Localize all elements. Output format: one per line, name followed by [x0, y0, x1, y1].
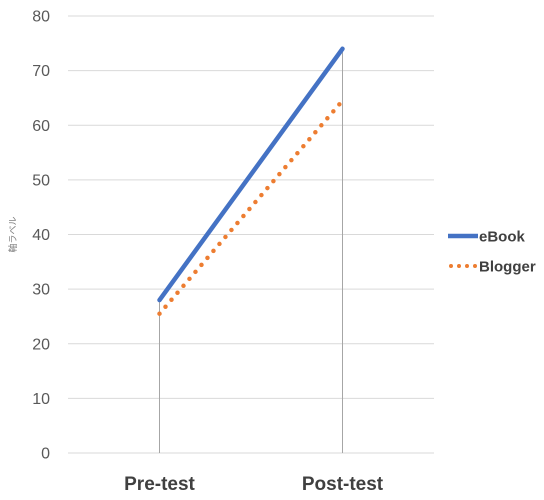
x-tick-label: Post-test [302, 474, 384, 495]
y-tick-label: 20 [32, 336, 50, 353]
y-tick-label: 0 [41, 446, 50, 463]
x-axis-ticks: Pre-test Post-test [124, 474, 384, 495]
y-tick-label: 10 [32, 391, 50, 408]
series-line-blogger [157, 98, 345, 316]
series-lines [157, 46, 345, 316]
y-tick-label: 40 [32, 227, 50, 244]
gridlines [68, 15, 434, 454]
series-line-ebook [157, 46, 345, 303]
y-axis-ticks: 0 10 20 30 40 50 60 70 80 [32, 9, 50, 463]
y-tick-label: 50 [32, 172, 50, 189]
y-axis-title: 軸ラベル [7, 216, 18, 252]
legend-label: eBook [479, 229, 526, 246]
y-tick-label: 30 [32, 282, 50, 299]
y-tick-label: 80 [32, 9, 50, 26]
x-tick-label: Pre-test [124, 474, 195, 495]
legend-label: Blogger [479, 259, 536, 276]
y-tick-label: 70 [32, 63, 50, 80]
drop-lines [159, 48, 343, 453]
y-tick-label: 60 [32, 118, 50, 135]
legend: eBook Blogger [448, 229, 536, 276]
